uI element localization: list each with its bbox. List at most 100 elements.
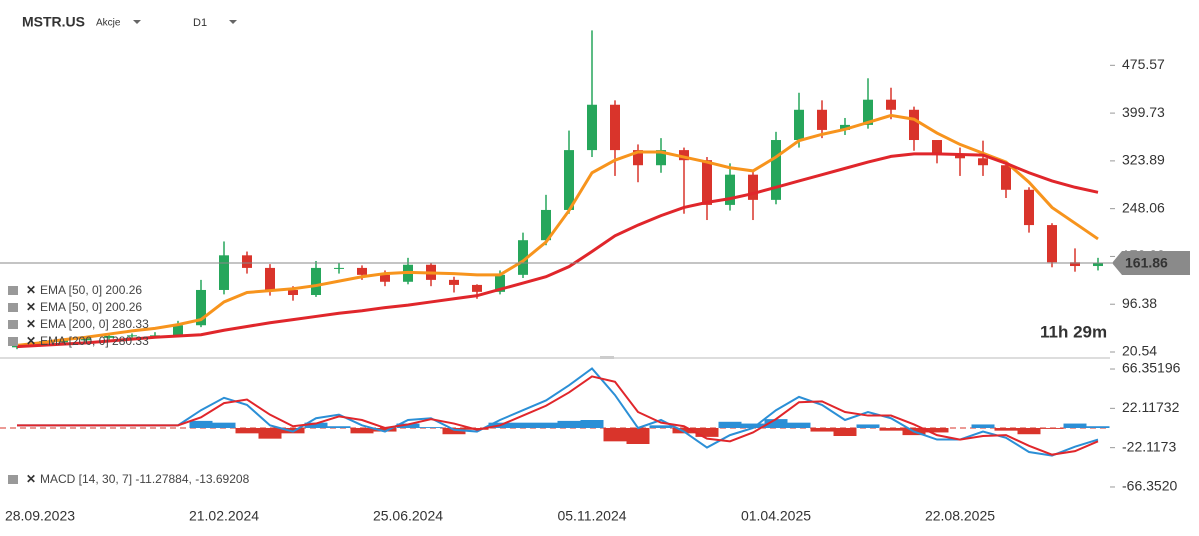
- candle-body: [242, 255, 252, 268]
- y-tick-label: -22.1173: [1122, 438, 1176, 454]
- candle-body: [1024, 189, 1034, 226]
- y-tick-label: 248.06: [1122, 199, 1165, 215]
- histogram-bar: [1063, 423, 1087, 428]
- legend-icon: [8, 475, 18, 484]
- histogram-bar: [327, 426, 351, 428]
- histogram-bar: [1040, 428, 1064, 429]
- legend-icon: [8, 303, 18, 312]
- candle-body: [81, 337, 91, 341]
- histogram-bar: [718, 421, 742, 428]
- candle-body: [127, 335, 137, 337]
- histogram-bar: [603, 428, 627, 442]
- histogram-bar: [580, 420, 604, 428]
- candle-body: [196, 289, 206, 326]
- last-price-label: 161.86: [1125, 255, 1168, 271]
- candle-body: [311, 267, 321, 296]
- candle-body: [58, 340, 68, 343]
- candle-body: [771, 140, 781, 200]
- legend-icon: [8, 337, 18, 346]
- y-tick-label: -66.3520: [1122, 478, 1177, 494]
- legend-close: ✕: [26, 472, 36, 486]
- candle-body: [679, 150, 689, 161]
- histogram-bar: [189, 420, 213, 428]
- candle-body: [380, 274, 390, 282]
- histogram-bar: [212, 422, 236, 428]
- histogram-bar: [373, 428, 397, 432]
- candle-body: [334, 267, 344, 269]
- interval[interactable]: D1: [193, 17, 207, 29]
- ema-line: [16, 113, 1099, 347]
- y-tick-label: 20.54: [1122, 343, 1157, 359]
- histogram-bar: [856, 424, 880, 428]
- candle-body: [449, 279, 459, 285]
- candle-body: [955, 155, 965, 159]
- histogram-bar: [1017, 428, 1041, 435]
- histogram-bar: [833, 428, 857, 436]
- dropdown-arrow[interactable]: [229, 20, 237, 24]
- x-tick-label: 21.02.2024: [189, 508, 259, 524]
- candle-body: [288, 289, 298, 296]
- histogram-bar: [626, 428, 650, 444]
- candle-body: [104, 335, 114, 338]
- histogram-bar: [741, 423, 765, 428]
- macd-label: MACD [14, 30, 7] -11.27884, -13.69208: [40, 472, 250, 486]
- legend-close: ✕: [26, 317, 36, 331]
- histogram-bar: [350, 428, 374, 434]
- candle-body: [817, 109, 827, 130]
- candle-body: [357, 267, 367, 275]
- legend-icon: [8, 320, 18, 329]
- signal-line: [17, 375, 1099, 456]
- candle-body: [978, 158, 988, 166]
- histogram-bar: [649, 425, 673, 428]
- y-tick-label: 22.11732: [1122, 399, 1180, 415]
- legend-close: ✕: [26, 300, 36, 314]
- histogram-bar: [810, 428, 834, 432]
- candle-body: [863, 99, 873, 125]
- histogram-bar: [419, 427, 443, 428]
- candle-body: [472, 284, 482, 292]
- candle-body: [1070, 262, 1080, 267]
- panel-resize-handle[interactable]: [600, 356, 614, 359]
- candle-body: [1047, 225, 1057, 263]
- plot-area: 20.5496.38172.22248.06323.89399.73475.57…: [0, 30, 1190, 524]
- histogram-bar: [925, 428, 949, 433]
- candle-body: [587, 104, 597, 151]
- symbol[interactable]: MSTR.US: [22, 14, 85, 30]
- candle-body: [932, 140, 942, 156]
- candle-body: [564, 150, 574, 210]
- histogram-bar: [695, 428, 719, 437]
- x-tick-label: 22.08.2025: [925, 508, 995, 524]
- histogram-bar: [258, 428, 282, 439]
- candle-body: [656, 150, 666, 166]
- legend-label: EMA [50, 0] 200.26: [40, 283, 142, 297]
- legend-label: EMA [200, 0] 280.33: [40, 334, 149, 348]
- candle-body: [541, 209, 551, 241]
- candle-body: [725, 174, 735, 205]
- histogram-bar: [764, 419, 788, 428]
- candle-body: [886, 99, 896, 110]
- candle-body: [1093, 262, 1103, 267]
- candle-body: [840, 124, 850, 130]
- candle-body: [633, 150, 643, 166]
- candle-body: [610, 104, 620, 151]
- x-tick-label: 28.09.2023: [5, 508, 75, 524]
- y-tick-label: 66.35196: [1122, 360, 1181, 376]
- candle-body: [748, 174, 758, 200]
- legend-label: EMA [200, 0] 280.33: [40, 317, 149, 331]
- x-tick-label: 25.06.2024: [373, 508, 443, 524]
- legend-icon: [8, 286, 18, 295]
- macd-line: [17, 367, 1099, 457]
- histogram-bar: [557, 420, 581, 428]
- last-price-badge: [1112, 250, 1190, 275]
- candle-body: [1001, 165, 1011, 190]
- candle-body: [909, 109, 919, 141]
- legend-label: EMA [50, 0] 200.26: [40, 300, 142, 314]
- histogram-bar: [304, 422, 328, 428]
- x-tick-label: 01.04.2025: [741, 508, 811, 524]
- dropdown-arrow[interactable]: [133, 20, 141, 24]
- candle-body: [794, 109, 804, 141]
- candle-body: [219, 255, 229, 290]
- candle-body: [495, 274, 505, 292]
